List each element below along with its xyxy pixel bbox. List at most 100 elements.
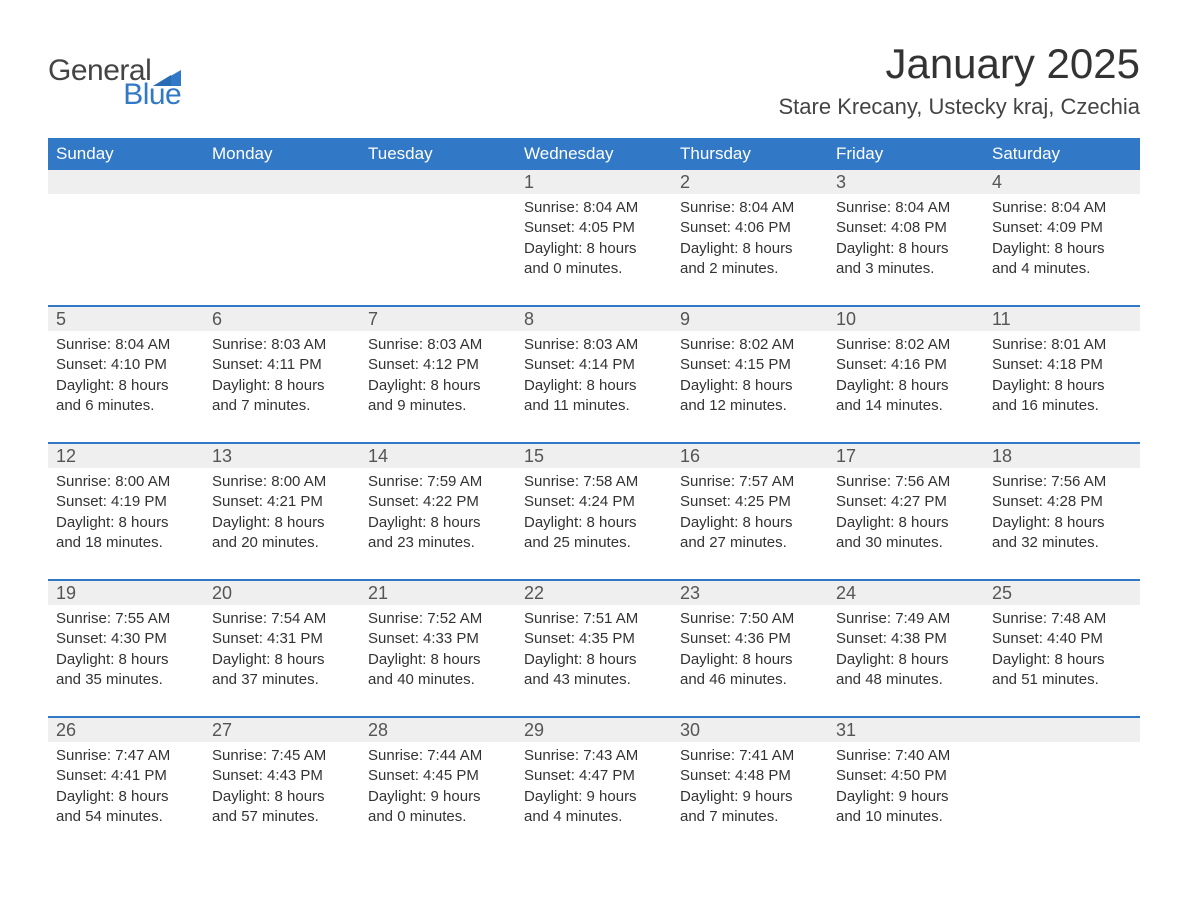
day-number: 6 [204,307,360,331]
sunrise-text: Sunrise: 7:56 AM [992,472,1132,492]
sunrise-text: Sunrise: 7:56 AM [836,472,976,492]
daylight-text: Daylight: 8 hours and 12 minutes. [680,376,820,417]
sunset-text: Sunset: 4:12 PM [368,355,508,375]
daylight-text: Daylight: 8 hours and 14 minutes. [836,376,976,417]
daylight-text: Daylight: 9 hours and 4 minutes. [524,787,664,828]
day-cell: Sunrise: 7:56 AMSunset: 4:27 PMDaylight:… [828,468,984,561]
calendar-week: 567891011Sunrise: 8:04 AMSunset: 4:10 PM… [48,305,1140,424]
daylight-text: Daylight: 8 hours and 57 minutes. [212,787,352,828]
daylight-text: Daylight: 8 hours and 9 minutes. [368,376,508,417]
sunrise-text: Sunrise: 8:04 AM [680,198,820,218]
weekday-header: Friday [828,138,984,170]
day-cell: Sunrise: 7:59 AMSunset: 4:22 PMDaylight:… [360,468,516,561]
day-cell: Sunrise: 7:50 AMSunset: 4:36 PMDaylight:… [672,605,828,698]
day-cell: Sunrise: 8:04 AMSunset: 4:05 PMDaylight:… [516,194,672,287]
daylight-text: Daylight: 8 hours and 54 minutes. [56,787,196,828]
location-subtitle: Stare Krecany, Ustecky kraj, Czechia [779,94,1141,120]
sunset-text: Sunset: 4:31 PM [212,629,352,649]
day-number [48,170,204,194]
day-number: 17 [828,444,984,468]
day-cell: Sunrise: 7:49 AMSunset: 4:38 PMDaylight:… [828,605,984,698]
daylight-text: Daylight: 9 hours and 10 minutes. [836,787,976,828]
sunrise-text: Sunrise: 8:00 AM [56,472,196,492]
sunset-text: Sunset: 4:21 PM [212,492,352,512]
calendar-week: 262728293031Sunrise: 7:47 AMSunset: 4:41… [48,716,1140,835]
day-number-row: 19202122232425 [48,581,1140,605]
day-cell: Sunrise: 8:04 AMSunset: 4:08 PMDaylight:… [828,194,984,287]
day-number-row: 12131415161718 [48,444,1140,468]
day-number: 30 [672,718,828,742]
weekday-header: Tuesday [360,138,516,170]
sunset-text: Sunset: 4:43 PM [212,766,352,786]
sunset-text: Sunset: 4:11 PM [212,355,352,375]
day-number: 20 [204,581,360,605]
sunrise-text: Sunrise: 7:51 AM [524,609,664,629]
day-cell: Sunrise: 8:02 AMSunset: 4:16 PMDaylight:… [828,331,984,424]
title-block: January 2025 Stare Krecany, Ustecky kraj… [779,28,1141,120]
daylight-text: Daylight: 8 hours and 2 minutes. [680,239,820,280]
sunset-text: Sunset: 4:08 PM [836,218,976,238]
day-number: 1 [516,170,672,194]
sunrise-text: Sunrise: 7:55 AM [56,609,196,629]
daylight-text: Daylight: 8 hours and 25 minutes. [524,513,664,554]
day-number: 24 [828,581,984,605]
sunrise-text: Sunrise: 8:02 AM [680,335,820,355]
sunset-text: Sunset: 4:22 PM [368,492,508,512]
sunrise-text: Sunrise: 7:43 AM [524,746,664,766]
sunset-text: Sunset: 4:35 PM [524,629,664,649]
daylight-text: Daylight: 8 hours and 4 minutes. [992,239,1132,280]
sunset-text: Sunset: 4:18 PM [992,355,1132,375]
sunset-text: Sunset: 4:28 PM [992,492,1132,512]
day-number: 13 [204,444,360,468]
daylight-text: Daylight: 8 hours and 6 minutes. [56,376,196,417]
weekday-header: Saturday [984,138,1140,170]
sunset-text: Sunset: 4:38 PM [836,629,976,649]
day-number: 15 [516,444,672,468]
sunrise-text: Sunrise: 7:50 AM [680,609,820,629]
daylight-text: Daylight: 9 hours and 7 minutes. [680,787,820,828]
day-number: 2 [672,170,828,194]
logo-text-blue: Blue [123,80,181,110]
day-number: 25 [984,581,1140,605]
daylight-text: Daylight: 8 hours and 40 minutes. [368,650,508,691]
sunset-text: Sunset: 4:14 PM [524,355,664,375]
day-cell: Sunrise: 8:03 AMSunset: 4:12 PMDaylight:… [360,331,516,424]
day-number: 9 [672,307,828,331]
day-number: 18 [984,444,1140,468]
daylight-text: Daylight: 8 hours and 0 minutes. [524,239,664,280]
calendar-page: General Blue January 2025 Stare Krecany,… [0,0,1188,875]
day-cell: Sunrise: 7:40 AMSunset: 4:50 PMDaylight:… [828,742,984,835]
sunrise-text: Sunrise: 7:58 AM [524,472,664,492]
day-number: 10 [828,307,984,331]
day-number: 12 [48,444,204,468]
day-cell: Sunrise: 7:52 AMSunset: 4:33 PMDaylight:… [360,605,516,698]
day-number: 14 [360,444,516,468]
calendar-week: 1234Sunrise: 8:04 AMSunset: 4:05 PMDayli… [48,170,1140,287]
daylight-text: Daylight: 8 hours and 11 minutes. [524,376,664,417]
daylight-text: Daylight: 8 hours and 35 minutes. [56,650,196,691]
day-number: 4 [984,170,1140,194]
day-number: 27 [204,718,360,742]
day-cell: Sunrise: 7:48 AMSunset: 4:40 PMDaylight:… [984,605,1140,698]
day-number: 23 [672,581,828,605]
sunrise-text: Sunrise: 7:40 AM [836,746,976,766]
day-cell: Sunrise: 7:44 AMSunset: 4:45 PMDaylight:… [360,742,516,835]
weekday-header: Thursday [672,138,828,170]
daylight-text: Daylight: 8 hours and 23 minutes. [368,513,508,554]
sunrise-text: Sunrise: 7:41 AM [680,746,820,766]
sunset-text: Sunset: 4:24 PM [524,492,664,512]
day-cell: Sunrise: 8:04 AMSunset: 4:06 PMDaylight:… [672,194,828,287]
sunset-text: Sunset: 4:47 PM [524,766,664,786]
day-cell: Sunrise: 8:04 AMSunset: 4:10 PMDaylight:… [48,331,204,424]
day-cell: Sunrise: 7:51 AMSunset: 4:35 PMDaylight:… [516,605,672,698]
sunrise-text: Sunrise: 7:52 AM [368,609,508,629]
sunset-text: Sunset: 4:30 PM [56,629,196,649]
sunrise-text: Sunrise: 7:45 AM [212,746,352,766]
weekday-header: Wednesday [516,138,672,170]
sunrise-text: Sunrise: 7:57 AM [680,472,820,492]
month-title: January 2025 [779,40,1141,88]
day-cell: Sunrise: 7:56 AMSunset: 4:28 PMDaylight:… [984,468,1140,561]
daylight-text: Daylight: 8 hours and 37 minutes. [212,650,352,691]
daylight-text: Daylight: 8 hours and 7 minutes. [212,376,352,417]
daylight-text: Daylight: 8 hours and 46 minutes. [680,650,820,691]
